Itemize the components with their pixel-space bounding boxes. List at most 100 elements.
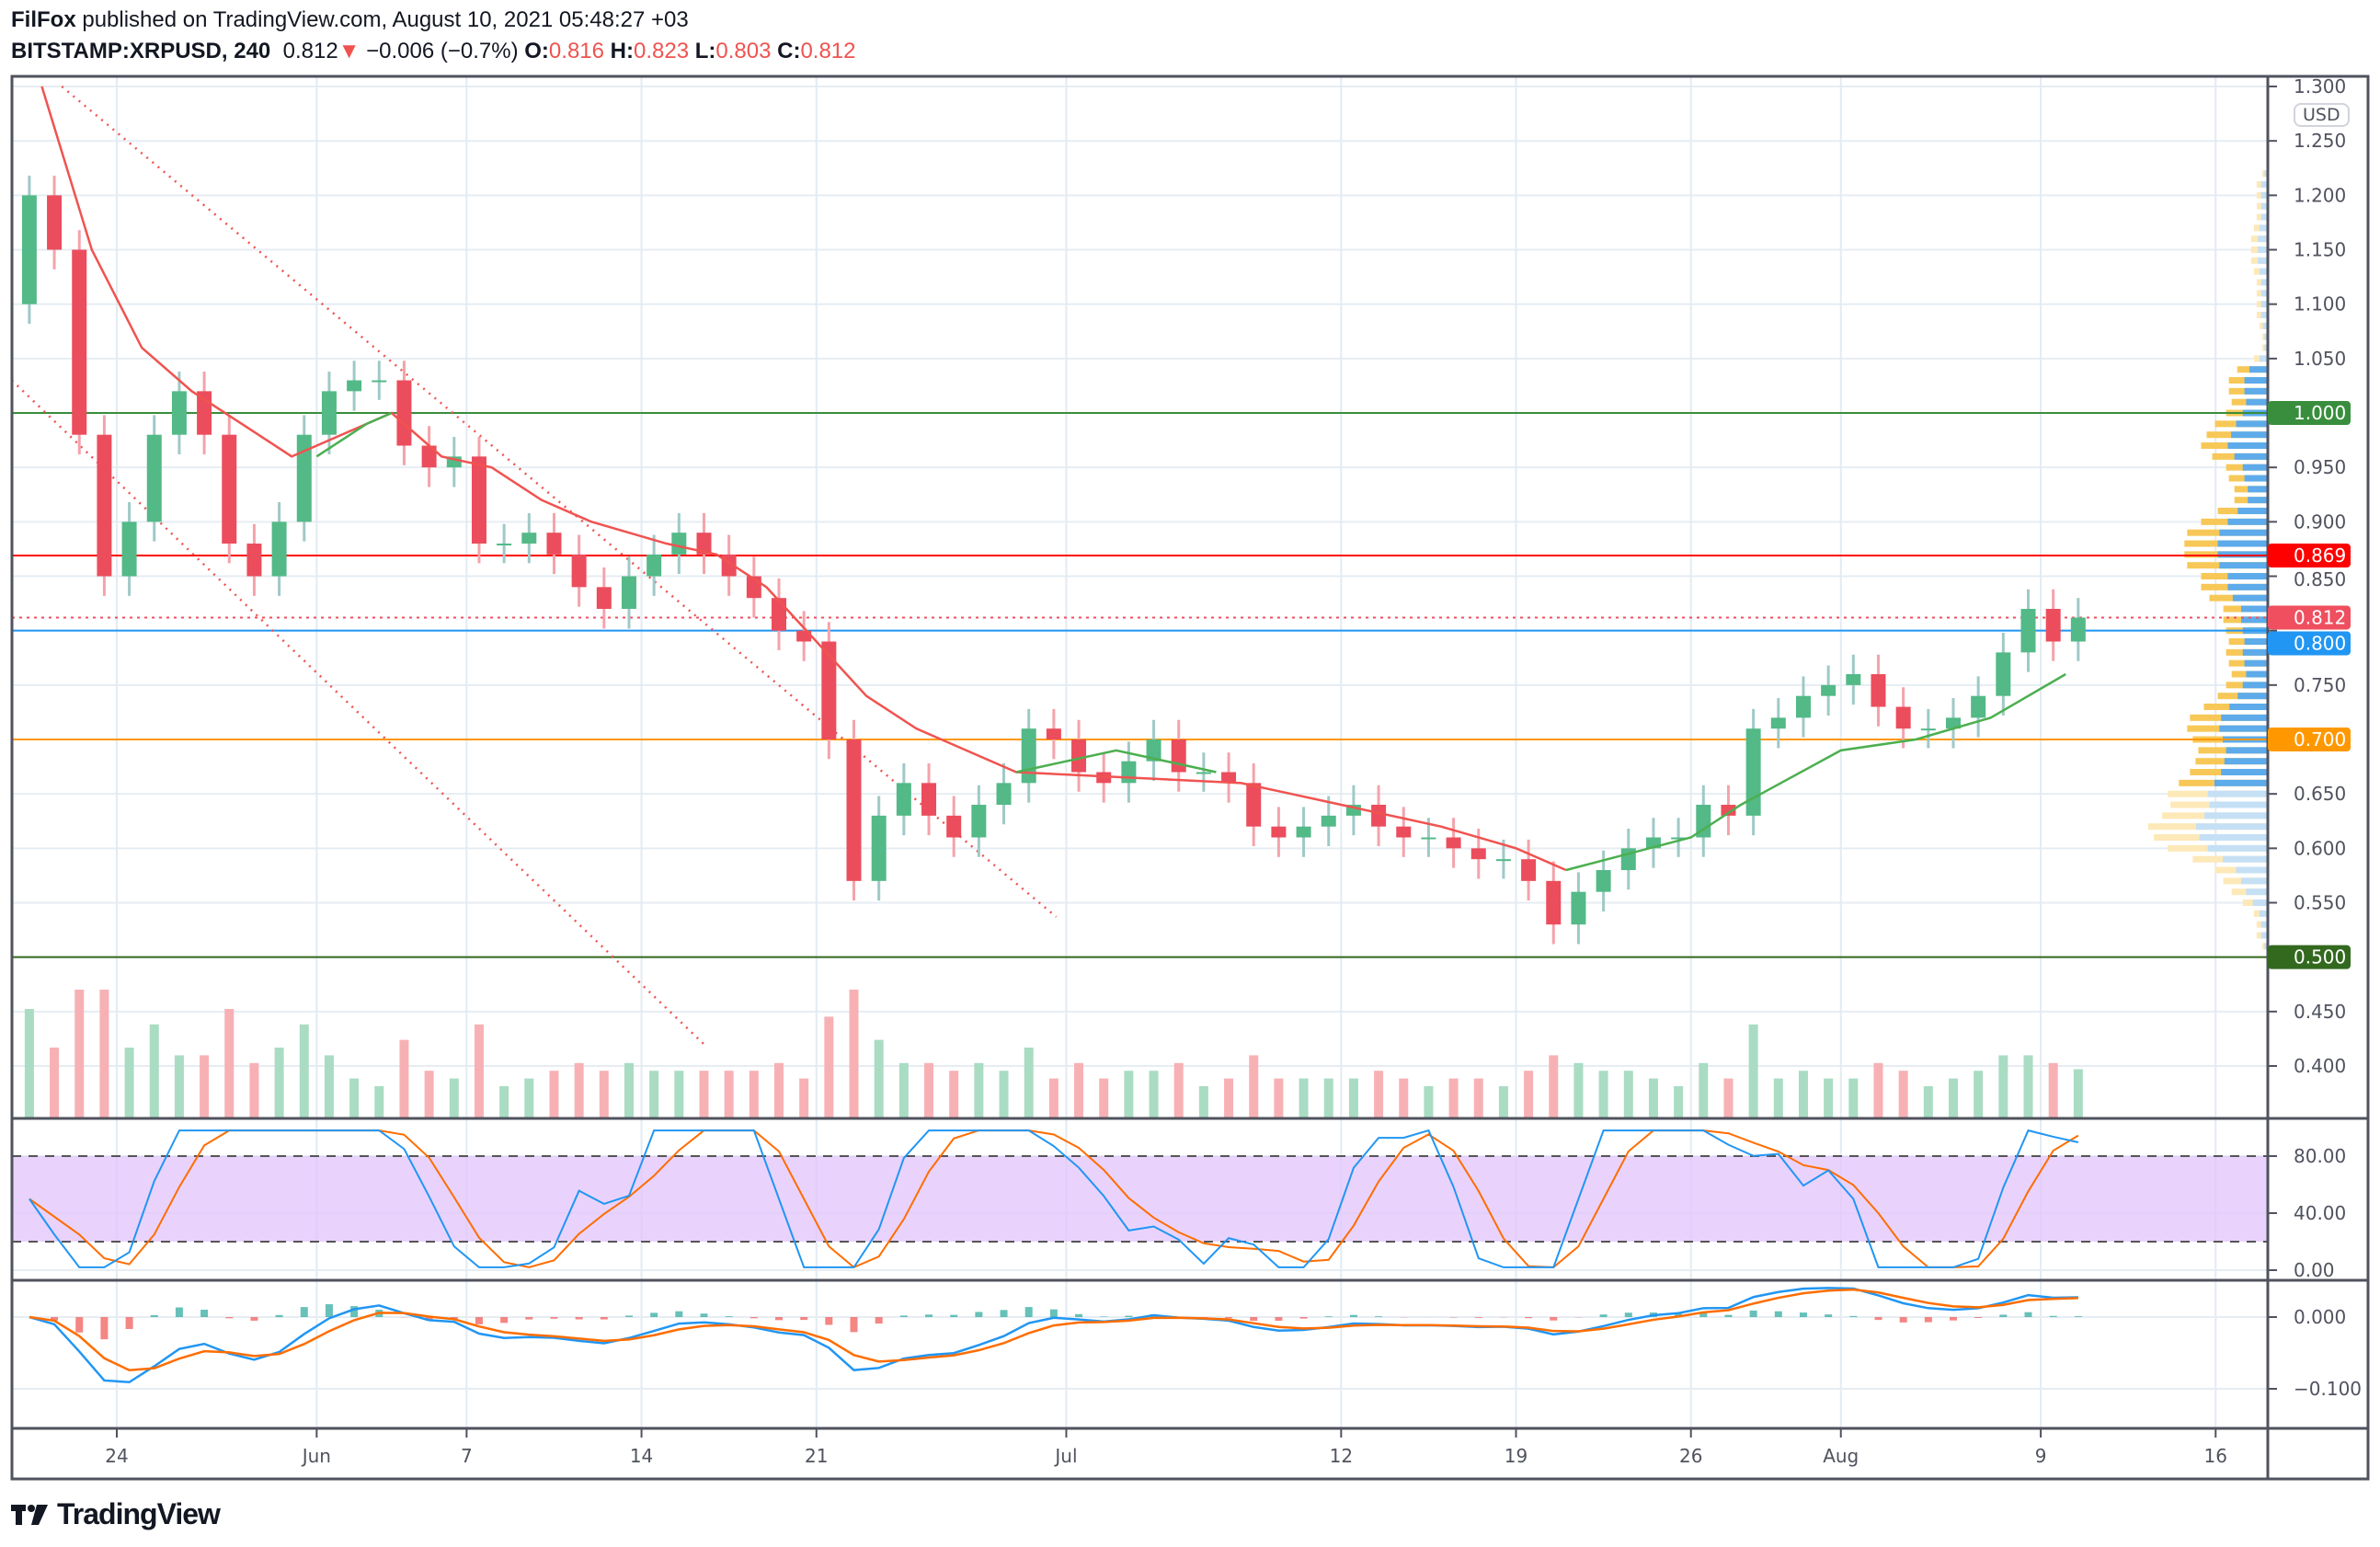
volume [24, 990, 2083, 1118]
symbol: BITSTAMP:XRPUSD, 240 [11, 39, 271, 63]
macd-histogram-bar [1799, 1312, 1807, 1317]
candle-body [321, 391, 337, 435]
volume-profile-bar-down [2249, 366, 2268, 373]
volume-profile-bar-down [2232, 594, 2268, 602]
macd-histogram-bar [725, 1316, 733, 1317]
volume-profile-bar-down [2237, 508, 2268, 515]
volume-bar [99, 990, 109, 1118]
candle-body [1071, 739, 1087, 773]
volume-bar [1524, 1071, 1534, 1118]
volume-bar [1623, 1071, 1633, 1118]
moving-average-green [315, 411, 393, 458]
candle-body [1121, 761, 1137, 784]
volume-profile-bar-down [2199, 834, 2268, 842]
macd-histogram-bar [175, 1307, 183, 1317]
macd-histogram-bar [125, 1317, 133, 1329]
time-tick-label: 21 [805, 1445, 828, 1467]
macd-histogram-bar [899, 1315, 908, 1317]
volume-bar [1224, 1078, 1234, 1118]
trend-line [12, 379, 705, 1046]
candle-body [846, 739, 862, 881]
volume-bar [1348, 1078, 1358, 1118]
candle-body [2045, 609, 2061, 642]
volume-profile-bar-down [2240, 616, 2268, 624]
candle-body [621, 576, 636, 610]
moving-average-green [1565, 672, 2066, 872]
price-tick-label: 1.250 [2294, 130, 2346, 152]
candle-body [1046, 728, 1061, 740]
macd-histogram-bar [1474, 1317, 1482, 1318]
candle-body [1296, 826, 1311, 838]
volume-bar [874, 1039, 884, 1118]
candle-body [2020, 609, 2036, 653]
volume-bar [2023, 1055, 2033, 1118]
time-tick-label: 14 [630, 1445, 653, 1467]
candle-body [1345, 805, 1361, 816]
price-tick-label: 0.650 [2294, 783, 2346, 805]
volume-bar [774, 1062, 784, 1118]
macd-histogram-bar [600, 1317, 608, 1320]
price-tag-label: 1.000 [2294, 402, 2346, 424]
last-price: 0.812 [282, 39, 338, 63]
candle-body [171, 391, 187, 435]
volume-profile [2148, 170, 2268, 950]
macd-histogram-bar [1125, 1315, 1133, 1317]
candle-body [1996, 652, 2011, 696]
price-tag-label: 0.869 [2294, 544, 2346, 567]
currency-button[interactable]: USD [2294, 103, 2350, 127]
macd-histogram-bar [975, 1312, 983, 1317]
volume-bar [274, 1048, 284, 1118]
volume-profile-bar-down [2260, 312, 2268, 319]
macd-histogram-bar [2024, 1312, 2032, 1317]
open-label: O: [524, 39, 549, 63]
volume-bar [1573, 1062, 1584, 1118]
volume-bar [1598, 1071, 1608, 1118]
volume-bar [399, 1039, 409, 1118]
volume-bar [1149, 1071, 1159, 1118]
volume-bar [898, 1062, 909, 1118]
macd-histogram-bar [825, 1317, 833, 1325]
publish-line: FilFox published on TradingView.com, Aug… [11, 7, 689, 33]
volume-profile-bar-down [2214, 779, 2268, 786]
volume-bar [24, 1009, 34, 1118]
volume-profile-bar-down [2236, 866, 2268, 874]
volume-profile-bar-down [2229, 704, 2268, 711]
candle-body [546, 533, 562, 555]
volume-bar [574, 1062, 584, 1118]
volume-bar [624, 1062, 634, 1118]
volume-bar [1448, 1078, 1459, 1118]
volume-bar [999, 1071, 1009, 1118]
candle-body [1871, 674, 1886, 707]
macd-histogram-bar [2049, 1315, 2057, 1317]
volume-bar [424, 1071, 434, 1118]
volume-profile-bar-down [2260, 921, 2268, 928]
volume-profile-bar-down [2227, 518, 2268, 525]
down-arrow-icon: ▼ [338, 39, 360, 63]
candle-body [372, 380, 387, 383]
volume-profile-bar-down [2219, 725, 2268, 732]
macd-histogram-bar [850, 1317, 858, 1333]
candle-body [772, 598, 787, 631]
price-tick-label: 0.900 [2294, 510, 2346, 533]
candle-body [946, 815, 962, 838]
volume-bar [1074, 1062, 1084, 1118]
macd-histogram-bar [75, 1317, 84, 1333]
macd-histogram-bar [250, 1317, 258, 1321]
macd-histogram-bar [1525, 1317, 1533, 1319]
candle-body [296, 434, 312, 522]
candle-body [1396, 826, 1412, 838]
volume-bar [824, 1016, 834, 1118]
price-tag [2268, 401, 2351, 426]
price-tick-label: 0.950 [2294, 456, 2346, 478]
volume-bar [1299, 1078, 1309, 1118]
volume-profile-bar-down [2244, 638, 2268, 646]
volume-profile-bar-down [2234, 453, 2268, 460]
candle-body [1971, 695, 1986, 718]
tradingview-logo[interactable]: TradingView [11, 1497, 221, 1531]
volume-bar [1798, 1071, 1808, 1118]
moving-average-red [40, 86, 1567, 872]
candle-body [1721, 805, 1736, 816]
low-label: L: [694, 39, 716, 63]
price-tag [2268, 605, 2351, 630]
